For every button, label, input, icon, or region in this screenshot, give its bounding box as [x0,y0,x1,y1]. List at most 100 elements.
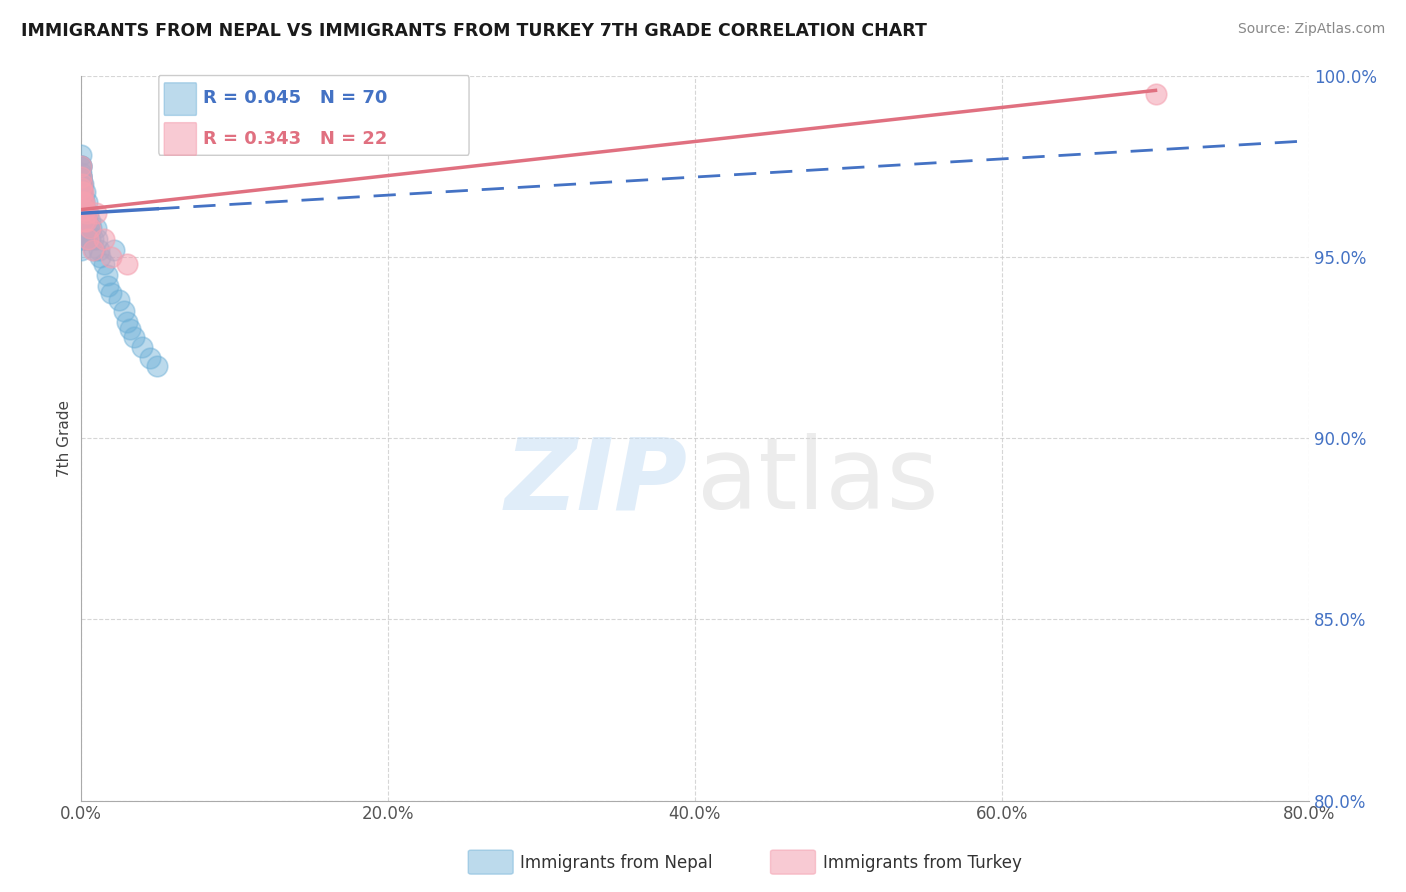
Point [115,315,138,329]
Point [93,257,115,271]
Point [72,220,94,235]
Point [70,232,93,246]
Point [72,232,94,246]
FancyBboxPatch shape [165,123,197,155]
Text: IMMIGRANTS FROM NEPAL VS IMMIGRANTS FROM TURKEY 7TH GRADE CORRELATION CHART: IMMIGRANTS FROM NEPAL VS IMMIGRANTS FROM… [21,22,927,40]
Point [73,206,96,220]
Point [69,159,91,173]
Point [79,232,101,246]
Point [72,206,94,220]
Point [87,243,110,257]
Point [118,322,141,336]
Point [70,185,93,199]
Text: R = 0.343   N = 22: R = 0.343 N = 22 [204,130,388,148]
Point [70,185,93,199]
Point [69,178,91,192]
Point [69,243,91,257]
Point [131,340,153,354]
Point [77,220,100,235]
Point [79,213,101,227]
Point [72,178,94,192]
Text: Immigrants from Turkey: Immigrants from Turkey [823,854,1021,871]
Text: R = 0.045   N = 70: R = 0.045 N = 70 [204,89,388,107]
Point [75,202,97,217]
Point [69,159,91,173]
Y-axis label: 7th Grade: 7th Grade [58,400,72,476]
Point [1144,87,1167,101]
Point [115,257,138,271]
Point [70,206,93,220]
Point [73,195,96,210]
Point [89,250,111,264]
Point [75,185,97,199]
Point [103,243,125,257]
Point [97,278,120,293]
Point [69,232,91,246]
Point [77,232,100,246]
Point [83,243,105,257]
Point [69,195,91,210]
Point [73,220,96,235]
Point [72,195,94,210]
Point [86,232,108,246]
Point [138,351,160,366]
Point [73,232,96,246]
FancyBboxPatch shape [159,76,470,155]
Text: atlas: atlas [697,434,938,530]
Point [75,213,97,227]
Text: Immigrants from Nepal: Immigrants from Nepal [520,854,713,871]
Point [70,181,93,195]
Point [69,185,91,199]
Point [108,293,131,308]
Point [70,169,93,184]
Point [69,166,91,180]
Point [77,206,100,220]
Point [76,213,98,227]
Point [72,195,94,210]
Point [69,159,91,173]
Point [70,178,93,192]
Point [69,148,91,162]
Point [72,192,94,206]
Point [69,178,91,192]
Point [69,169,91,184]
Point [69,169,91,184]
Point [69,220,91,235]
Point [80,220,103,235]
Point [70,169,93,184]
Point [76,206,98,220]
Point [112,304,135,318]
Point [79,220,101,235]
Point [84,220,107,235]
Point [69,185,91,199]
Point [69,178,91,192]
Point [73,213,96,227]
Point [70,185,93,199]
Text: ZIP: ZIP [505,434,688,530]
Point [69,159,91,173]
Point [70,220,93,235]
Point [76,195,98,210]
Point [146,359,169,373]
FancyBboxPatch shape [165,83,197,115]
Point [70,169,93,184]
Point [72,195,94,210]
Point [70,178,93,192]
Point [96,268,118,282]
Point [69,185,91,199]
Point [70,178,93,192]
Point [70,178,93,192]
Point [69,195,91,210]
Point [100,286,122,301]
Point [82,232,104,246]
Point [76,232,98,246]
Point [93,232,115,246]
Point [69,206,91,220]
Point [84,206,107,220]
Point [72,202,94,217]
Point [75,206,97,220]
Point [72,185,94,199]
Point [100,250,122,264]
Point [82,243,104,257]
Point [122,329,145,343]
